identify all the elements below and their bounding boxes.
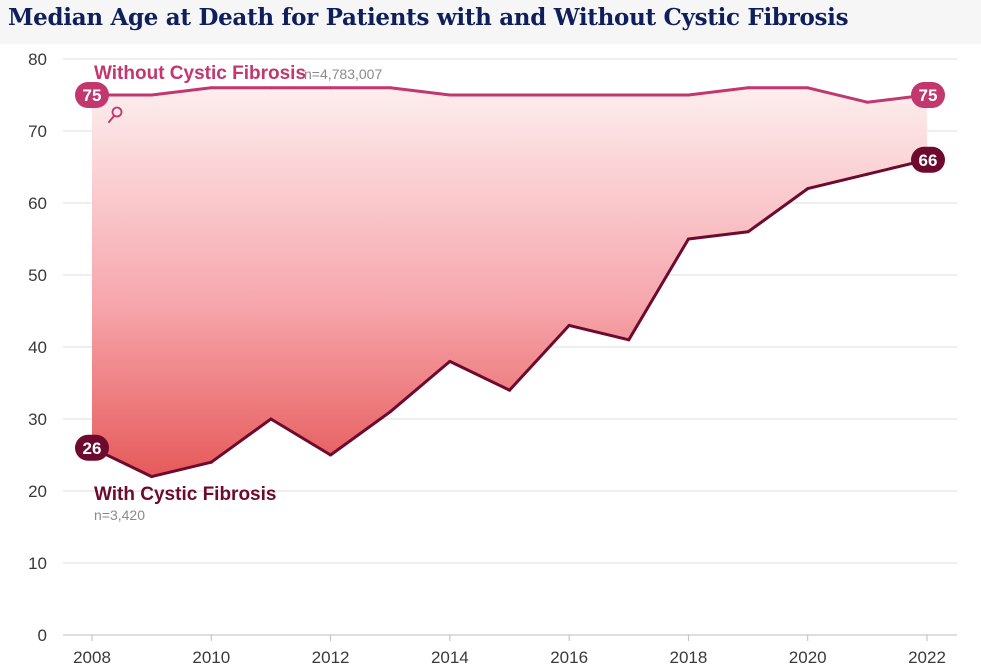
data-point-with-cf [806, 187, 810, 191]
badge-without-cf-end-text: 75 [919, 86, 938, 105]
badge-without-cf-end: 75 [911, 82, 945, 108]
axes: 0 10 20 30 40 50 60 70 80 2008 2010 2012 2014 2016 201… [28, 50, 946, 667]
gap-area [92, 87, 927, 477]
data-point-without-cf [627, 93, 631, 97]
value-badges: 75 75 26 66 [75, 82, 945, 461]
x-tick-label: 2012 [312, 648, 350, 667]
badge-with-cf-start-bg [75, 434, 109, 461]
data-point-without-cf [388, 86, 392, 90]
search-icon [108, 106, 123, 123]
x-tick-label: 2008 [73, 648, 111, 667]
x-tick-label: 2022 [908, 648, 946, 667]
badge-with-cf-start: 26 [75, 434, 109, 461]
y-tick-label: 70 [28, 122, 47, 141]
data-point-without-cf [448, 93, 452, 97]
gap-fill [92, 87, 927, 477]
y-tick-label: 10 [28, 554, 47, 573]
search-icon-handle [108, 115, 115, 123]
data-point-with-cf [150, 475, 154, 479]
search-icon-lens [111, 106, 123, 118]
y-tick-label: 60 [28, 194, 47, 213]
badge-with-cf-end: 66 [911, 146, 945, 173]
data-point-without-cf [209, 86, 213, 90]
badge-without-cf-start-bg [75, 82, 109, 108]
data-point-with-cf [388, 410, 392, 414]
badge-with-cf-end-bg [911, 146, 945, 173]
series-lines [90, 86, 929, 479]
badge-without-cf-start-text: 75 [83, 86, 102, 105]
data-point-with-cf [508, 388, 511, 392]
y-tick-label: 20 [28, 482, 47, 501]
data-point-without-cf [865, 100, 869, 104]
series-label-with-cf: With Cystic Fibrosis [94, 484, 276, 505]
badge-with-cf-start-text: 26 [83, 439, 102, 458]
y-tick-label: 40 [28, 338, 47, 357]
series-n-without-cf: n=4,783,007 [304, 66, 382, 82]
data-point-without-cf [746, 86, 750, 90]
data-point-with-cf [448, 359, 452, 363]
icons [108, 106, 123, 123]
data-point-with-cf [865, 172, 869, 176]
data-point-with-cf [329, 453, 333, 457]
chart-title: Median Age at Death for Patients with an… [8, 4, 849, 31]
y-tick-label: 0 [38, 626, 47, 645]
data-point-without-cf [686, 93, 690, 97]
data-point-without-cf [329, 86, 333, 90]
badge-without-cf-start: 75 [75, 82, 109, 108]
data-point-with-cf [567, 323, 571, 327]
badge-with-cf-end-text: 66 [919, 151, 938, 170]
data-point-with-cf [627, 338, 631, 342]
data-point-with-cf [746, 230, 750, 234]
series-n-with-cf: n=3,420 [94, 507, 145, 523]
x-tick-label: 2016 [550, 648, 588, 667]
data-point-without-cf [269, 86, 273, 90]
data-point-with-cf [686, 237, 690, 241]
badge-without-cf-end-bg [911, 82, 945, 108]
data-point-without-cf [508, 93, 511, 97]
title-bar: Median Age at Death for Patients with an… [0, 0, 981, 44]
y-tick-label: 50 [28, 266, 47, 285]
x-tick-label: 2014 [431, 648, 469, 667]
data-point-without-cf [806, 86, 810, 90]
data-point-without-cf [567, 93, 571, 97]
chart-panel: 0 10 20 30 40 50 60 70 80 2008 2010 2012 2014 2016 201… [8, 44, 981, 672]
data-point-with-cf [209, 460, 213, 464]
line-chart: 0 10 20 30 40 50 60 70 80 2008 2010 2012 2014 2016 201… [28, 50, 957, 667]
y-tick-label: 80 [28, 50, 47, 69]
data-point-with-cf [269, 417, 273, 421]
data-point-without-cf [150, 93, 154, 97]
y-tick-label: 30 [28, 410, 47, 429]
x-tick-label: 2020 [789, 648, 827, 667]
x-tick-label: 2010 [192, 648, 230, 667]
x-tick-label: 2018 [670, 648, 708, 667]
series-label-without-cf: Without Cystic Fibrosis [94, 63, 306, 84]
